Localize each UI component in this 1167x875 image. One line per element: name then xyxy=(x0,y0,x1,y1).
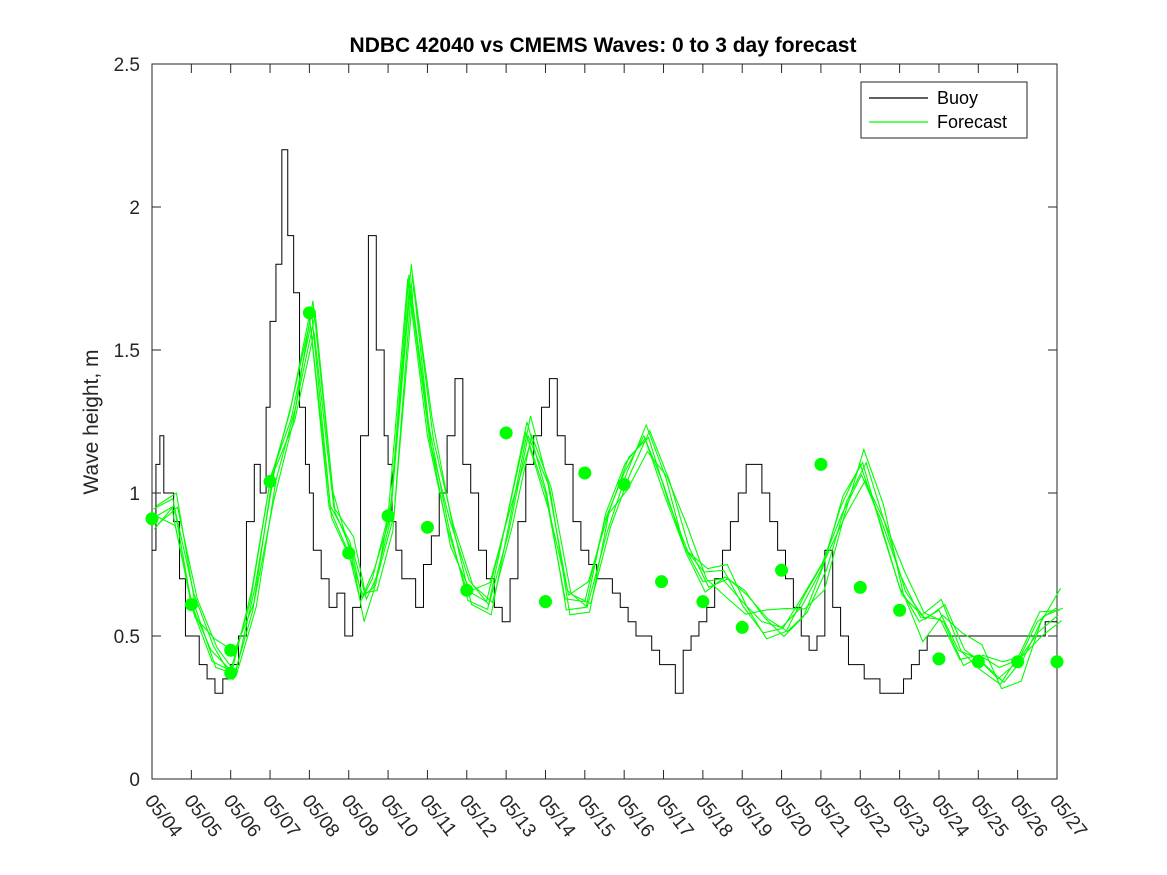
y-tick-label: 0.5 xyxy=(114,627,140,648)
axes-frame xyxy=(151,63,1058,780)
forecast-dot xyxy=(499,426,513,440)
x-tick-label: 05/11 xyxy=(415,791,460,840)
y-tick-label: 2 xyxy=(129,198,140,219)
x-tick-label: 05/13 xyxy=(494,791,540,841)
x-tick-label: 05/07 xyxy=(258,791,304,841)
x-tick-label: 05/14 xyxy=(534,791,580,842)
forecast-dot xyxy=(893,603,907,617)
x-tick-label: 05/20 xyxy=(770,791,816,841)
x-tick-label: 05/18 xyxy=(691,791,737,841)
y-tick-label: 1.5 xyxy=(114,341,140,362)
forecast-dot xyxy=(302,306,316,320)
x-tick-label: 05/09 xyxy=(337,791,383,841)
forecast-series-line xyxy=(155,264,1062,690)
legend-forecast-label: Forecast xyxy=(937,112,1007,132)
x-tick-label: 05/05 xyxy=(179,791,225,841)
legend-buoy-label: Buoy xyxy=(937,88,978,108)
x-tick-label: 05/17 xyxy=(652,791,698,841)
y-axis-label: Wave height, m xyxy=(80,349,103,494)
forecast-series-line xyxy=(151,278,1058,680)
forecast-dot xyxy=(578,466,592,480)
forecast-dot xyxy=(617,477,631,491)
forecast-dot xyxy=(696,595,710,609)
forecast-dot xyxy=(1050,655,1064,669)
forecast-series-line xyxy=(153,289,1060,686)
x-tick-label: 05/24 xyxy=(927,791,973,842)
x-tick-label: 05/10 xyxy=(376,791,422,841)
x-tick-label: 05/16 xyxy=(612,791,658,841)
x-tick-label: 05/26 xyxy=(1006,791,1052,841)
forecast-dot xyxy=(184,598,198,612)
forecast-dot xyxy=(735,620,749,634)
x-tick-label: 05/22 xyxy=(848,791,894,841)
x-tick-label: 05/21 xyxy=(809,791,855,841)
forecast-dot xyxy=(971,655,985,669)
x-tick-label: 05/19 xyxy=(730,791,776,841)
x-tick-label: 05/23 xyxy=(888,791,934,841)
forecast-dot xyxy=(460,583,474,597)
y-axis: 0 0.5 1 1.5 2 2.5 xyxy=(114,55,1057,791)
buoy-series-line xyxy=(152,149,1057,694)
forecast-dot xyxy=(224,643,238,657)
forecast-dot xyxy=(263,475,277,489)
x-tick-label: 05/15 xyxy=(573,791,619,841)
forecast-dot xyxy=(224,666,238,680)
x-tick-label: 05/08 xyxy=(297,791,343,841)
forecast-series-line xyxy=(156,274,1063,675)
chart-title: NDBC 42040 vs CMEMS Waves: 0 to 3 day fo… xyxy=(350,34,857,57)
x-tick-label: 05/04 xyxy=(140,791,186,842)
forecast-dot xyxy=(381,509,395,523)
forecast-dot xyxy=(1011,655,1025,669)
forecast-dot xyxy=(342,546,356,560)
forecast-dot xyxy=(655,575,669,589)
y-tick-label: 0 xyxy=(129,770,140,791)
forecast-dot xyxy=(145,512,159,526)
forecast-series-line xyxy=(152,274,1059,673)
forecast-series-line xyxy=(157,283,1064,684)
forecast-dot xyxy=(853,580,867,594)
legend-box xyxy=(860,81,1028,139)
x-tick-label: 05/25 xyxy=(966,791,1012,841)
x-tick-label: 05/12 xyxy=(455,791,501,841)
forecast-dot xyxy=(420,520,434,534)
x-tick-label: 05/06 xyxy=(219,791,265,841)
plot-area xyxy=(145,63,1064,780)
legend: Buoy Forecast xyxy=(860,81,1028,139)
x-axis: 05/0405/0505/0605/0705/0805/0905/1005/11… xyxy=(140,64,1091,842)
forecast-dot xyxy=(538,595,552,609)
forecast-dot xyxy=(932,652,946,666)
forecast-dot xyxy=(775,563,789,577)
x-tick-label: 05/27 xyxy=(1045,791,1091,841)
y-tick-label: 2.5 xyxy=(114,55,140,76)
forecast-dot xyxy=(814,457,828,471)
y-tick-label: 1 xyxy=(129,484,140,505)
